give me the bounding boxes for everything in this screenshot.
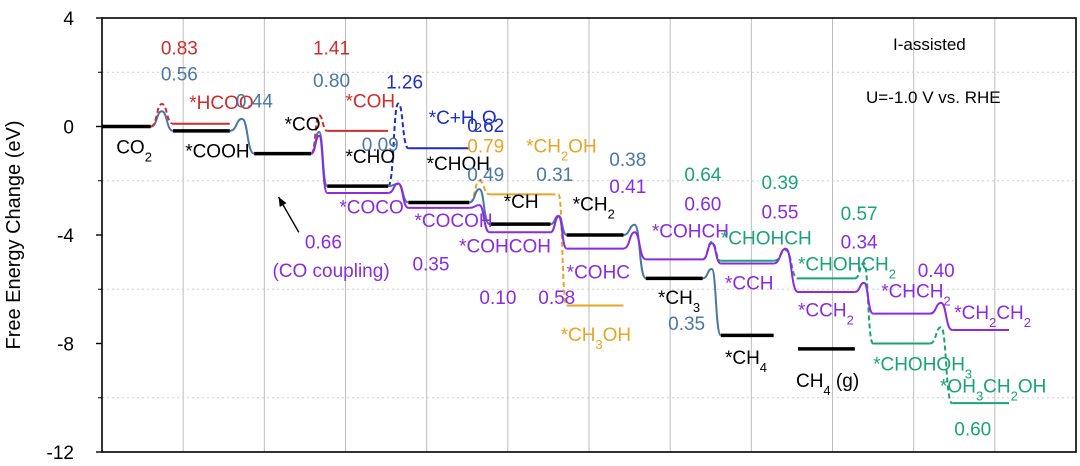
y-axis-label: Free Energy Change (eV): [3, 120, 25, 349]
level-label: *CH2OH: [526, 136, 597, 163]
transition-curve: [150, 102, 174, 128]
transition-curve: [623, 223, 647, 280]
level-label: *CH3OH: [561, 325, 632, 352]
barrier-value: 0.58: [538, 288, 575, 309]
y-tick-label: 0: [63, 118, 74, 139]
level-label: *CCH2: [798, 300, 854, 327]
level-label: *COHCOH: [459, 237, 551, 258]
y-tick-label: 4: [63, 9, 74, 30]
annotations: I-assisted U=-1.0 V vs. RHE: [866, 35, 1001, 107]
barrier-value: 0.38: [609, 150, 646, 171]
y-tick-label: -8: [57, 335, 74, 356]
level-label: *CHOH: [427, 154, 490, 175]
level-label: *COHCH: [652, 222, 729, 243]
coupling-arrow-head: [278, 197, 287, 207]
barrier-value: 0.09: [362, 135, 399, 156]
barrier-value: 0.60: [684, 195, 721, 216]
transition-curve: [702, 242, 722, 265]
level-label: *CH4: [725, 348, 767, 375]
y-tick-label: -12: [47, 443, 74, 461]
barrier-value: 0.35: [412, 254, 449, 275]
level-label: *CH2CH2: [954, 303, 1031, 330]
barrier-value: 0.55: [761, 203, 798, 224]
level-label: *HCOO: [189, 93, 253, 114]
barrier-value: 1.26: [386, 73, 423, 94]
transition-curve: [550, 215, 568, 250]
barrier-value: 0.31: [536, 165, 573, 186]
barrier-values: 0.83 0.56 0.44 1.41 0.80 1.26 0.09 0.620.79 0.49…: [161, 39, 991, 441]
level-label: *CHO: [346, 147, 396, 168]
barrier-value: 0.57: [841, 204, 878, 225]
transition-curve: [854, 261, 875, 345]
transition-curve: [854, 281, 874, 315]
barrier-value: (CO coupling): [272, 261, 389, 282]
level-label: *CO: [285, 115, 321, 136]
transition-curve: [702, 267, 722, 337]
barrier-value: 0.83: [161, 39, 198, 60]
transition-curve: [929, 301, 953, 331]
y-tick-label: -4: [57, 226, 74, 247]
transition-curve: [469, 188, 491, 226]
transition-curve: [229, 117, 255, 155]
transition-curve: [387, 182, 409, 209]
transition-curve: [550, 214, 568, 236]
transition-curve: [469, 204, 491, 234]
barrier-value: 0.49: [467, 165, 504, 186]
transition-curve: [150, 110, 174, 132]
level-label: *COCOH: [414, 211, 492, 232]
transition-curve: [773, 247, 799, 293]
level-label: CH4 (g): [796, 371, 859, 398]
barrier-value: 0.40: [918, 261, 955, 282]
transition-curve: [773, 249, 799, 280]
transition-curve: [310, 134, 329, 194]
barrier-value: 0.80: [313, 71, 350, 92]
level-label: *CHOHCH2: [798, 254, 896, 281]
barrier-value: 0.44: [236, 92, 273, 113]
level-label: *COOH: [185, 142, 249, 163]
barrier-value: 0.79: [467, 136, 504, 157]
barrier-value: 0.60: [954, 420, 991, 441]
transition-curve: [468, 180, 490, 204]
level-label: *CH3: [658, 288, 700, 315]
condition-note: I-assisted: [893, 35, 966, 54]
level-label: *COCO: [339, 197, 403, 218]
barrier-value: 0.39: [761, 173, 798, 194]
energy-levels: [102, 122, 1010, 405]
barrier-value: 0.10: [479, 288, 516, 309]
barrier-value: 0.35: [668, 314, 705, 335]
level-label: CO2: [116, 138, 152, 165]
barrier-value: 0.56: [161, 64, 198, 85]
transition-curve: [550, 193, 568, 307]
axes: 4 0 -4 -8 -12: [47, 9, 1077, 464]
barrier-value: 0.62: [467, 116, 504, 137]
transition-curves: [150, 102, 954, 405]
barrier-value: 1.41: [313, 39, 350, 60]
barrier-value: 0.64: [684, 165, 721, 186]
level-label: *COH: [346, 92, 396, 113]
barrier-value: 0.66: [305, 233, 342, 254]
level-label: *COHC: [567, 262, 630, 283]
level-label: *OH3CH2OH: [940, 376, 1046, 403]
level-label: *CCH: [725, 273, 774, 294]
potential-note: U=-1.0 V vs. RHE: [866, 88, 1001, 107]
level-labels: CO2 *COOH*HCOO*CO*COH*CHO*COCO*C+H2O*CHOH…: [116, 92, 1046, 403]
barrier-value: 0.41: [609, 177, 646, 198]
level-label: *CHOHCH: [721, 228, 812, 249]
transition-curve: [387, 102, 410, 188]
transition-curve: [929, 326, 954, 405]
transition-curve: [623, 231, 647, 261]
level-label: *CH2: [573, 195, 615, 222]
level-label: *CH: [504, 192, 539, 213]
barrier-value: 0.34: [841, 233, 878, 254]
